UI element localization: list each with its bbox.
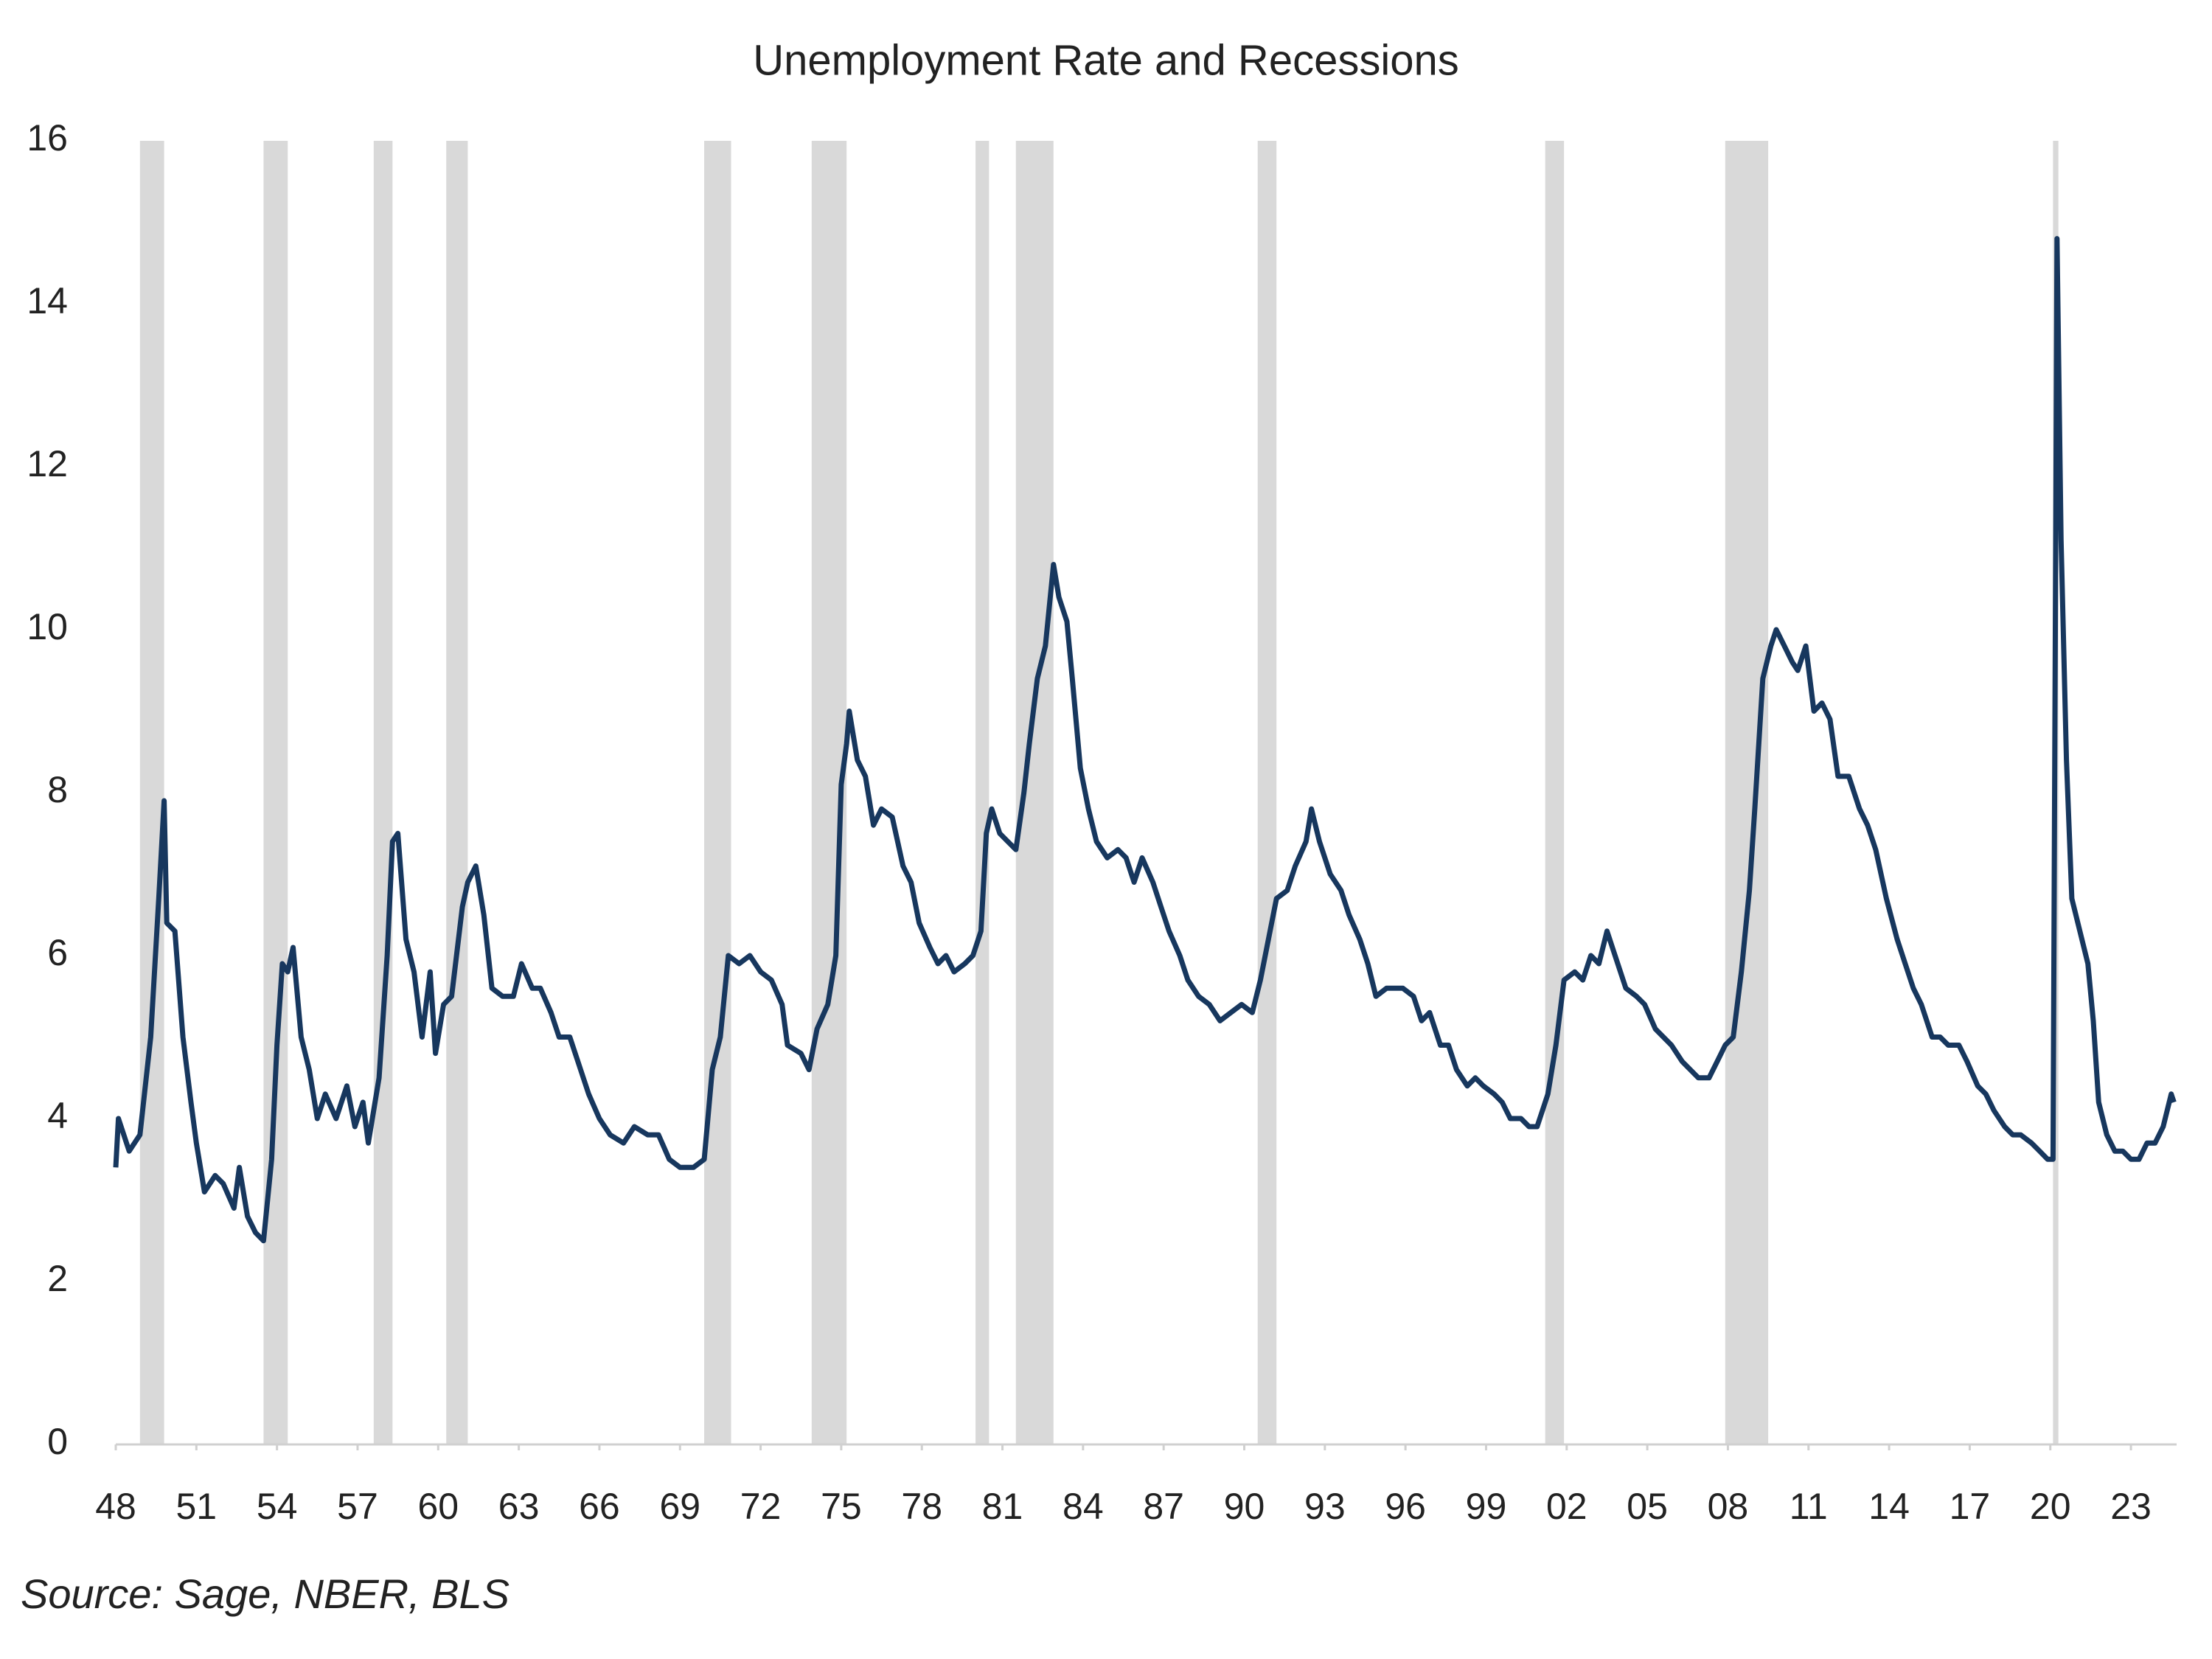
chart-title: Unemployment Rate and Recessions — [753, 36, 1458, 84]
source-note: Source: Sage, NBER, BLS — [21, 1571, 509, 1617]
recession-band — [446, 141, 468, 1444]
recession-band — [139, 141, 164, 1444]
recession-band — [373, 141, 393, 1444]
y-tick-label: 16 — [27, 117, 68, 159]
x-tick-label: 99 — [1466, 1486, 1507, 1527]
recession-band — [975, 141, 990, 1444]
y-tick-label: 2 — [47, 1258, 68, 1299]
x-tick-label: 48 — [95, 1486, 136, 1527]
y-tick-label: 12 — [27, 443, 68, 484]
recession-band — [263, 141, 288, 1444]
x-tick-label: 66 — [579, 1486, 620, 1527]
x-tick-label: 93 — [1304, 1486, 1346, 1527]
y-tick-label: 10 — [27, 606, 68, 647]
x-tick-label: 81 — [982, 1486, 1023, 1527]
recession-band — [1257, 141, 1277, 1444]
recession-band — [704, 141, 731, 1444]
y-tick-label: 0 — [47, 1421, 68, 1462]
x-tick-label: 54 — [257, 1486, 298, 1527]
x-tick-label: 63 — [498, 1486, 540, 1527]
x-tick-label: 96 — [1385, 1486, 1426, 1527]
x-tick-label: 05 — [1627, 1486, 1668, 1527]
x-tick-label: 72 — [740, 1486, 782, 1527]
x-tick-label: 02 — [1546, 1486, 1587, 1527]
y-tick-label: 4 — [47, 1095, 68, 1136]
x-tick-label: 78 — [901, 1486, 942, 1527]
recession-band — [1545, 141, 1565, 1444]
x-tick-label: 87 — [1143, 1486, 1184, 1527]
y-tick-label: 8 — [47, 769, 68, 810]
x-tick-label: 60 — [417, 1486, 459, 1527]
recession-band — [1725, 141, 1769, 1444]
x-tick-label: 84 — [1062, 1486, 1104, 1527]
x-tick-label: 17 — [1950, 1486, 1991, 1527]
y-tick-label: 14 — [27, 280, 68, 321]
x-tick-label: 75 — [821, 1486, 862, 1527]
x-tick-label: 90 — [1224, 1486, 1265, 1527]
x-tick-label: 11 — [1790, 1486, 1828, 1527]
x-tick-label: 23 — [2110, 1486, 2152, 1527]
x-tick-label: 51 — [176, 1486, 218, 1527]
x-tick-label: 20 — [2030, 1486, 2071, 1527]
x-tick-label: 08 — [1708, 1486, 1749, 1527]
x-tick-label: 14 — [1868, 1486, 1910, 1527]
unemployment-line — [113, 236, 2177, 1244]
y-tick-label: 6 — [47, 932, 68, 973]
x-tick-label: 57 — [337, 1486, 378, 1527]
x-tick-label: 69 — [659, 1486, 700, 1527]
